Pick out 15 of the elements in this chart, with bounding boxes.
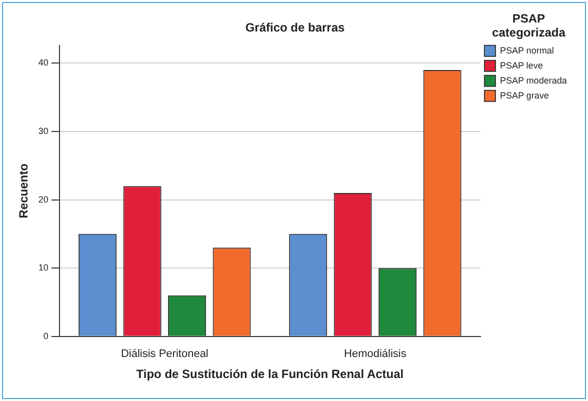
x-axis-title: Tipo de Sustitución de la Función Renal Actual	[136, 367, 404, 382]
legend-label: PSAP leve	[500, 60, 543, 70]
y-tick-label: 40	[38, 58, 48, 68]
legend-label: PSAP grave	[500, 90, 549, 100]
y-tick-label: 0	[43, 330, 48, 341]
y-tick-label: 20	[38, 194, 48, 204]
x-tick-label: Hemodiálisis	[344, 348, 407, 360]
legend-label: PSAP normal	[500, 45, 554, 56]
legend-label: PSAP moderada	[500, 75, 567, 86]
y-axis-title: Recuento	[16, 164, 31, 218]
chart-title: Gráfico de barras	[245, 20, 346, 35]
y-tick-label: 10	[38, 262, 48, 273]
legend-title: PSAP categorizada	[492, 11, 566, 40]
x-tick-label: Diálisis Peritoneal	[120, 348, 208, 360]
y-tick-label: 30	[38, 126, 48, 136]
